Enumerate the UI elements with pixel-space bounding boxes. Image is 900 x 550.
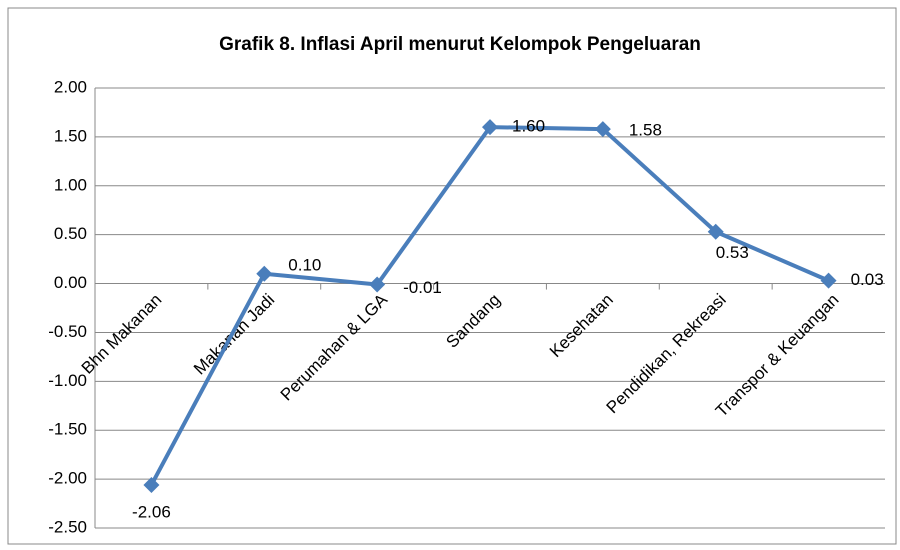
data-label: 0.53 — [716, 243, 749, 262]
y-tick-label: 1.00 — [54, 175, 87, 194]
data-label: -2.06 — [132, 502, 171, 521]
data-label: 1.58 — [629, 121, 662, 140]
chart-border — [7, 7, 897, 545]
y-tick-label: -0.50 — [48, 322, 87, 341]
point-marker — [143, 476, 160, 493]
y-tick-label: 2.00 — [54, 77, 87, 96]
data-label: -0.01 — [403, 278, 442, 297]
point-marker — [707, 223, 724, 240]
point-marker — [594, 121, 611, 138]
y-tick-label: -2.50 — [48, 517, 87, 536]
y-tick-label: -1.00 — [48, 371, 87, 390]
data-label: 0.03 — [851, 270, 884, 289]
y-tick-label: 0.00 — [54, 273, 87, 292]
chart-title: Grafik 8. Inflasi April menurut Kelompok… — [219, 34, 701, 55]
data-label: 0.10 — [288, 255, 321, 274]
point-marker — [256, 265, 273, 282]
y-tick-label: -1.50 — [48, 420, 87, 439]
y-tick-label: 0.50 — [54, 224, 87, 243]
y-tick-label: -2.00 — [48, 469, 87, 488]
point-marker — [369, 276, 386, 293]
data-label: 1.60 — [512, 117, 545, 136]
y-tick-label: 1.50 — [54, 126, 87, 145]
point-marker — [820, 272, 837, 289]
point-marker — [482, 119, 498, 136]
